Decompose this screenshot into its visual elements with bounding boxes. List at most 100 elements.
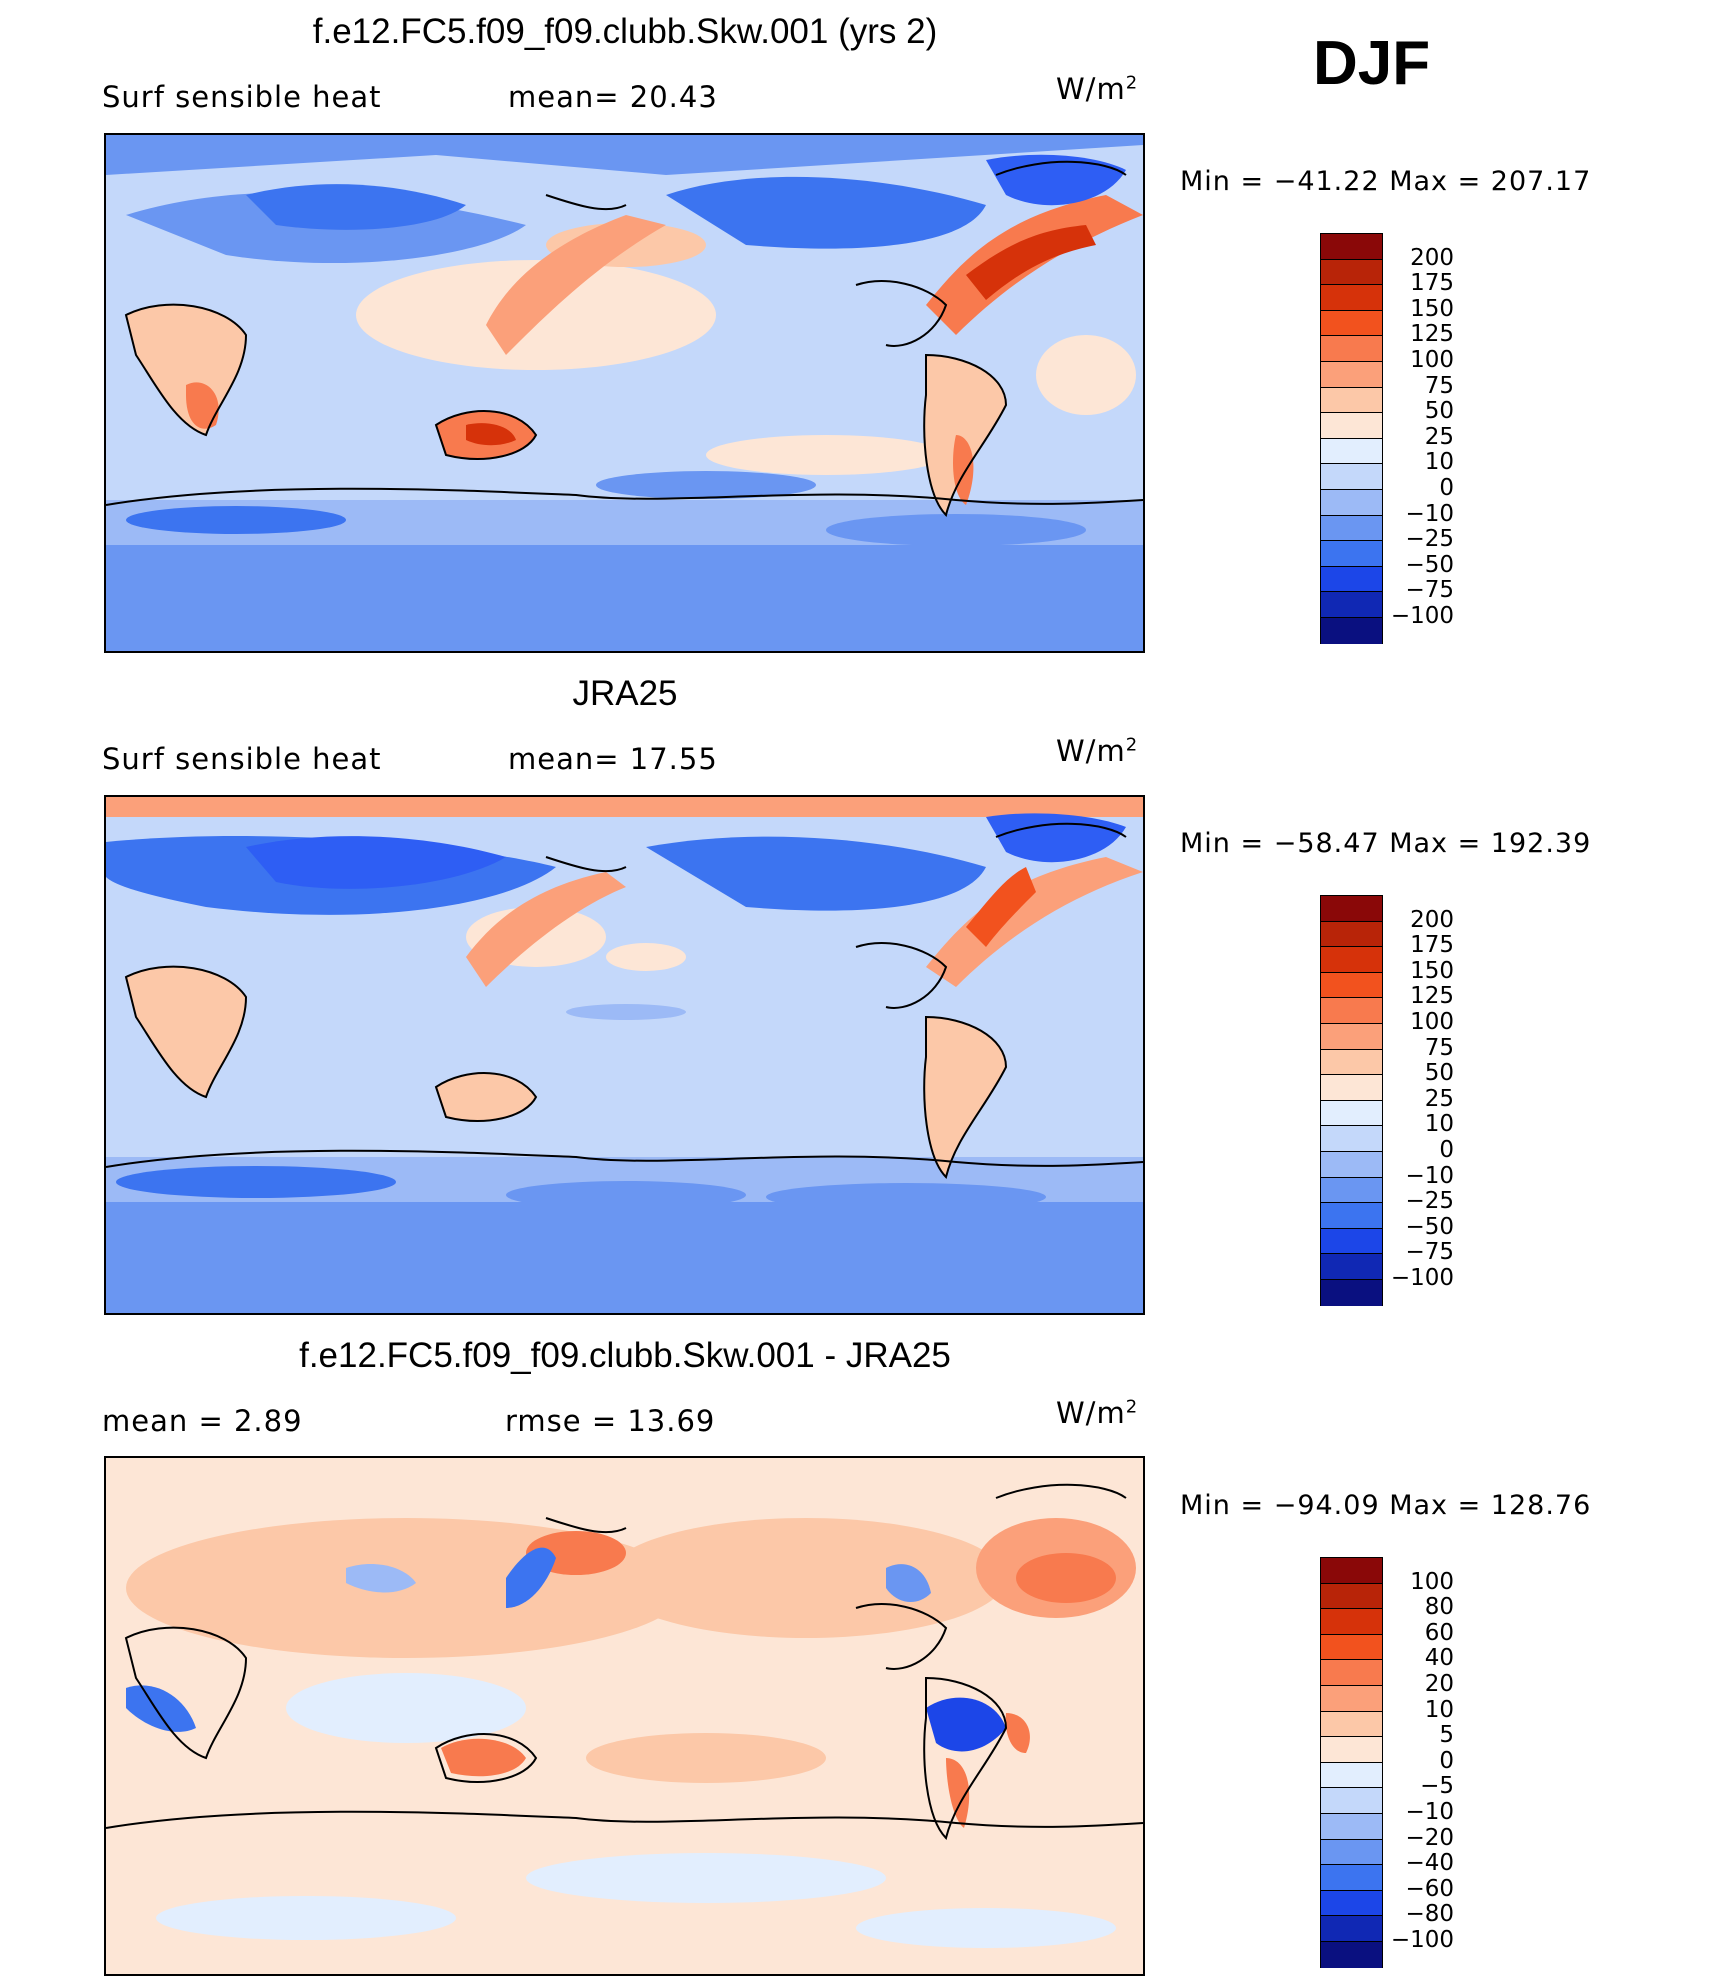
- panel-2-colorbar-swatch: [1321, 1228, 1382, 1255]
- panel-2-colorbar-swatch: [1321, 1279, 1382, 1306]
- panel-1-colorbar-label: −50: [1405, 551, 1454, 578]
- panel-2-colorbar-swatch: [1321, 1049, 1382, 1076]
- panel-2-colorbar-label: −100: [1390, 1265, 1454, 1291]
- panel-2-colorbar-label: 75: [1424, 1034, 1454, 1061]
- panel-3-colorbar-label: 20: [1424, 1671, 1454, 1697]
- panel-3-colorbar-swatch: [1321, 1916, 1382, 1942]
- panel-1-colorbar-label: −100: [1390, 603, 1454, 629]
- season-label: DJF: [1313, 29, 1431, 98]
- panel-2-colorbar-label: 125: [1410, 983, 1454, 1010]
- panel-3-colorbar-swatch: [1321, 1762, 1382, 1789]
- panel-3-title: f.e12.FC5.f09_f09.clubb.Skw.001 - JRA25: [299, 1336, 951, 1375]
- panel-3-colorbar-swatch: [1321, 1583, 1382, 1610]
- panel-2-colorbar-label: −25: [1405, 1188, 1454, 1215]
- panel-1-colorbar-swatch: [1321, 259, 1382, 286]
- panel-1-colorbar-label: 200: [1410, 244, 1454, 271]
- panel-2-colorbar-swatch: [1321, 998, 1382, 1024]
- panel-1-colorbar-swatch: [1321, 566, 1382, 593]
- panel-1-colorbar-label: −10: [1405, 500, 1454, 527]
- panel-1-colorbar-label: 150: [1410, 295, 1454, 322]
- panel-1-colorbar-swatch: [1321, 387, 1382, 414]
- panel-2-colorbar-swatch: [1321, 972, 1382, 999]
- panel-3-colorbar-swatch: [1321, 1660, 1382, 1686]
- panel-2-colorbar-swatch: [1321, 1100, 1382, 1127]
- panel-2-title: JRA25: [572, 674, 678, 713]
- panel-3-colorbar-label: −60: [1405, 1875, 1454, 1902]
- panel-3-colorbar-swatch: [1321, 1609, 1382, 1635]
- panel-2-colorbar-label: 25: [1424, 1085, 1454, 1112]
- panel-1-colorbar-swatch: [1321, 541, 1382, 567]
- panel-1-colorbar-swatch: [1321, 234, 1382, 260]
- panel-2-colorbar-swatch: [1321, 1075, 1382, 1101]
- panel-3-colorbar-swatch: [1321, 1737, 1382, 1763]
- panel-1-colorbar-label: −75: [1405, 577, 1454, 604]
- panel-2-map-svg: [106, 797, 1143, 1313]
- panel-1-colorbar-swatch: [1321, 464, 1382, 490]
- panel-1-colorbar-swatch: [1321, 438, 1382, 465]
- panel-3-map-svg: [106, 1458, 1143, 1974]
- panel-3-colorbar-swatch: [1321, 1558, 1382, 1584]
- panel-2-minmax: Min = −58.47 Max = 192.39: [1180, 828, 1592, 859]
- panel-1-colorbar-label: 100: [1410, 347, 1454, 373]
- panel-1-colorbar-label: 25: [1424, 423, 1454, 450]
- panel-1-colorbar-swatch: [1321, 515, 1382, 542]
- panel-1-units: W/m2: [1056, 72, 1139, 106]
- panel-1-colorbar-label: 0: [1439, 475, 1454, 501]
- panel-3-colorbar-swatch: [1321, 1788, 1382, 1814]
- panel-1-colorbar-swatch: [1321, 413, 1382, 439]
- panel-3-colorbar-swatch: [1321, 1839, 1382, 1866]
- panel-1-colorbar: [1320, 233, 1383, 644]
- panel-3-colorbar-label: 40: [1424, 1645, 1454, 1672]
- panel-1-colorbar-swatch: [1321, 489, 1382, 516]
- panel-2-colorbar-label: 100: [1410, 1009, 1454, 1035]
- panel-3-colorbar-swatch: [1321, 1813, 1382, 1840]
- panel-2-colorbar-swatch: [1321, 1126, 1382, 1152]
- panel-1-colorbar-label: 10: [1424, 449, 1454, 476]
- panel-2-colorbar-label: 200: [1410, 906, 1454, 933]
- panel-1-colorbar-swatch: [1321, 617, 1382, 644]
- panel-2-colorbar: [1320, 895, 1383, 1306]
- panel-1-colorbar-label: −25: [1405, 526, 1454, 553]
- panel-3-colorbar: [1320, 1557, 1383, 1968]
- panel-3-colorbar-label: −80: [1405, 1901, 1454, 1928]
- panel-3-colorbar-label: 0: [1439, 1747, 1454, 1774]
- panel-2-mean-label: mean= 17.55: [508, 742, 718, 776]
- panel-2-colorbar-swatch: [1321, 1254, 1382, 1280]
- panel-2-colorbar-label: −75: [1405, 1239, 1454, 1266]
- panel-2-colorbar-label: 175: [1410, 932, 1454, 959]
- panel-1-title: f.e12.FC5.f09_f09.clubb.Skw.001 (yrs 2): [312, 12, 938, 51]
- panel-3-mean-label: mean = 2.89: [102, 1404, 303, 1438]
- panel-2-colorbar-swatch: [1321, 896, 1382, 922]
- panel-1-mean-label: mean= 20.43: [508, 80, 718, 114]
- panel-2-colorbar-swatch: [1321, 1151, 1382, 1178]
- panel-1-colorbar-swatch: [1321, 592, 1382, 618]
- panel-3-colorbar-label: 100: [1410, 1568, 1454, 1595]
- panel-3-colorbar-swatch: [1321, 1634, 1382, 1661]
- panel-2-colorbar-swatch: [1321, 921, 1382, 948]
- panel-1-variable-label: Surf sensible heat: [102, 80, 382, 114]
- panel-3-minmax: Min = −94.09 Max = 128.76: [1180, 1490, 1592, 1521]
- panel-3-colorbar-label: −20: [1405, 1824, 1454, 1851]
- panel-3-rmse-label: rmse = 13.69: [505, 1404, 716, 1438]
- panel-1-map: [104, 133, 1145, 653]
- panel-3-colorbar-label: 60: [1424, 1619, 1454, 1646]
- panel-3-colorbar-label: −5: [1420, 1773, 1454, 1800]
- panel-1-colorbar-swatch: [1321, 285, 1382, 311]
- panel-2-colorbar-label: −10: [1405, 1162, 1454, 1189]
- panel-2-colorbar-swatch: [1321, 947, 1382, 973]
- panel-1-map-svg: [106, 135, 1143, 651]
- panel-1-colorbar-swatch: [1321, 310, 1382, 337]
- panel-2-colorbar-label: 50: [1424, 1060, 1454, 1087]
- panel-3-colorbar-swatch: [1321, 1890, 1382, 1917]
- panel-2-colorbar-swatch: [1321, 1023, 1382, 1050]
- panel-2-map: [104, 795, 1145, 1315]
- panel-3-units: W/m2: [1056, 1396, 1139, 1430]
- panel-3-colorbar-swatch: [1321, 1865, 1382, 1891]
- panel-3-colorbar-label: 80: [1424, 1594, 1454, 1621]
- panel-1-minmax: Min = −41.22 Max = 207.17: [1180, 166, 1592, 197]
- panel-3-colorbar-swatch: [1321, 1711, 1382, 1738]
- panel-2-colorbar-label: −50: [1405, 1213, 1454, 1240]
- panel-2-colorbar-label: 10: [1424, 1111, 1454, 1138]
- panel-1-colorbar-label: 50: [1424, 398, 1454, 425]
- panel-1-colorbar-label: 75: [1424, 372, 1454, 399]
